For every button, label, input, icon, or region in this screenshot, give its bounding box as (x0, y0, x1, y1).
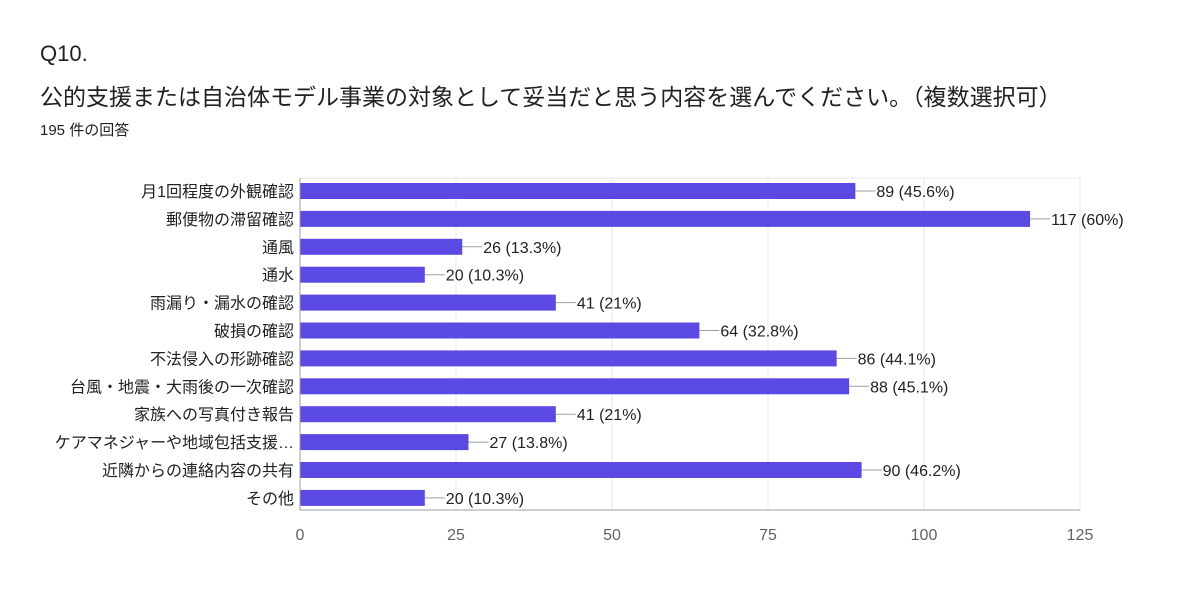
x-tick-label: 75 (759, 527, 777, 544)
grid-lines (299, 177, 1081, 510)
question-title: 公的支援または自治体モデル事業の対象として妥当だと思う内容を選んでください。（複… (40, 84, 1062, 110)
value-label: 86 (44.1%) (858, 351, 936, 368)
bars (300, 183, 1051, 506)
value-label: 20 (10.3%) (446, 491, 524, 508)
category-label: 月1回程度の外観確認 (141, 183, 294, 201)
category-label: 台風・地震・大雨後の一次確認 (70, 378, 294, 396)
x-tick-label: 25 (447, 527, 465, 544)
bar (300, 238, 463, 255)
category-label: 家族への写真付き報告 (134, 406, 294, 424)
value-label: 26 (13.3%) (483, 240, 561, 257)
value-label: 117 (60%) (1051, 212, 1124, 229)
bar (300, 489, 425, 506)
value-label: 88 (45.1%) (870, 379, 948, 396)
value-label: 89 (45.6%) (876, 184, 954, 201)
bar (300, 266, 425, 283)
response-count: 195 件の回答 (40, 122, 130, 139)
value-label: 90 (46.2%) (883, 463, 961, 480)
category-label: ケアマネジャーや地域包括支援… (55, 434, 294, 452)
bar (300, 434, 469, 451)
bar (300, 406, 556, 423)
category-label: その他 (246, 490, 294, 508)
x-tick-label: 50 (603, 527, 621, 544)
question-number: Q10. (40, 41, 88, 66)
category-label: 通水 (262, 267, 294, 285)
x-tick-label: 125 (1067, 527, 1094, 544)
bar (300, 183, 856, 199)
bar (300, 210, 1031, 227)
axes: 0 25 50 75 100 125 月1回程度の外観確認 89 (45.6%) 郵便物の滞留確… (55, 178, 1124, 544)
category-label: 郵便物の滞留確認 (166, 211, 294, 229)
value-label: 41 (21%) (577, 407, 642, 424)
x-tick-label: 0 (296, 527, 305, 544)
category-label: 破損の確認 (214, 323, 294, 341)
value-label: 20 (10.3%) (446, 268, 524, 285)
category-label: 近隣からの連絡内容の共有 (102, 462, 294, 480)
bar (300, 322, 700, 339)
category-label: 通風 (262, 239, 294, 257)
value-label: 64 (32.8%) (720, 324, 798, 341)
bar (300, 378, 850, 395)
x-tick-label: 100 (911, 527, 938, 544)
bar (300, 350, 837, 367)
category-label: 不法侵入の形跡確認 (150, 350, 294, 368)
value-label: 27 (13.8%) (489, 435, 567, 452)
value-label: 41 (21%) (577, 296, 642, 313)
bar (300, 462, 862, 478)
category-label: 雨漏り・漏水の確認 (150, 295, 294, 313)
bar (300, 294, 556, 311)
